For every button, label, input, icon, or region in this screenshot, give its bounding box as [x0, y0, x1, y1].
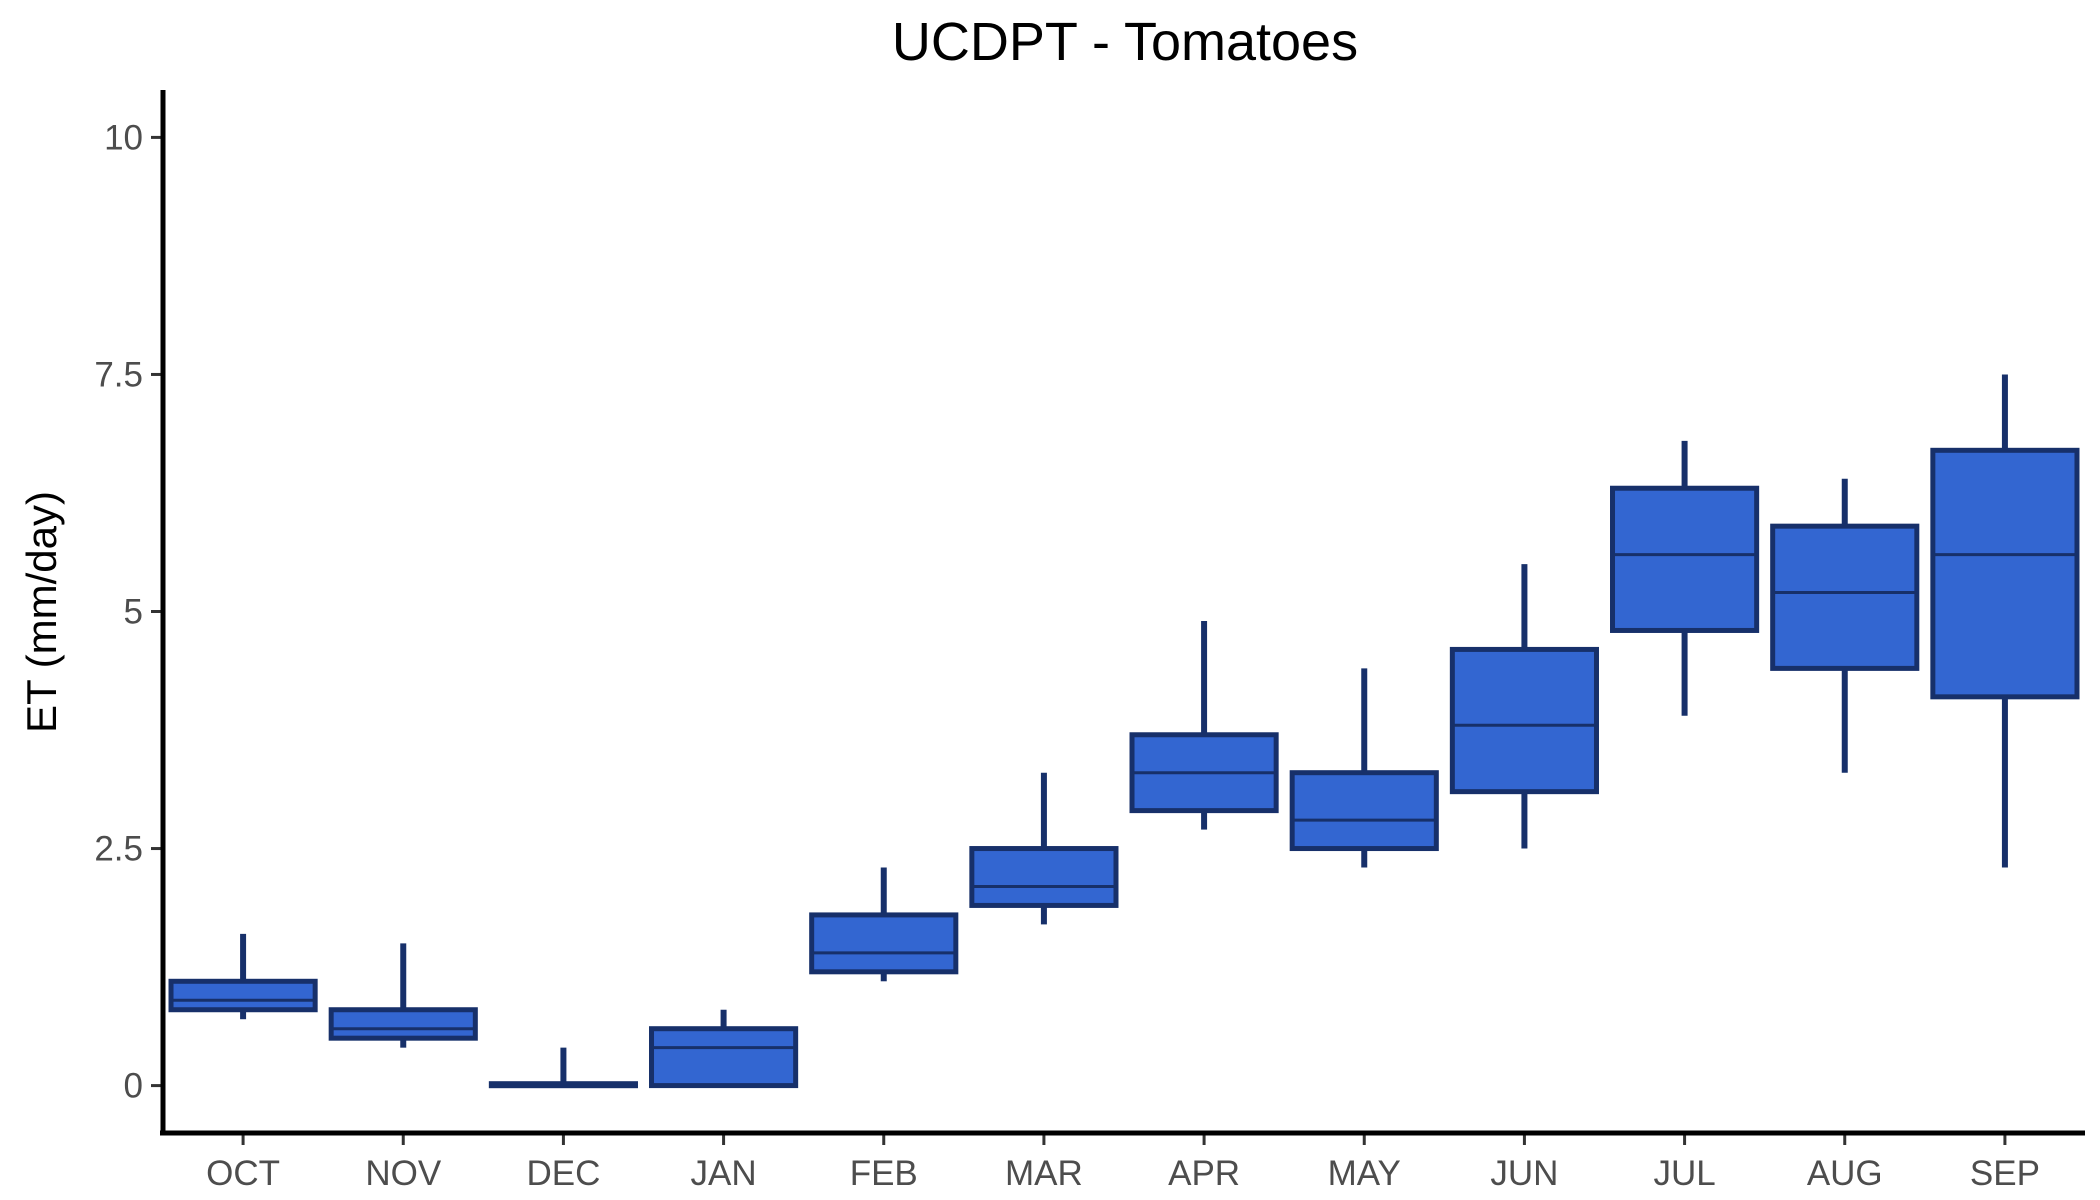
- x-tick-label: DEC: [526, 1154, 600, 1193]
- box-sep: [1930, 374, 2080, 868]
- box-rect: [1770, 523, 1920, 671]
- x-tick-label: APR: [1168, 1154, 1240, 1193]
- x-tick-label: MAR: [1005, 1154, 1083, 1193]
- box-apr: [1129, 620, 1279, 830]
- box-rect: [1289, 770, 1439, 852]
- box-jul: [1610, 440, 1760, 716]
- box-jan: [649, 1009, 799, 1089]
- y-axis-label: ET (mm/day): [18, 491, 65, 733]
- box-dec: [488, 1047, 638, 1089]
- box-rect: [328, 1007, 478, 1041]
- box-jun: [1449, 564, 1599, 849]
- boxes-layer: [168, 374, 2080, 1089]
- box-rect: [649, 1026, 799, 1089]
- chart-title: UCDPT - Tomatoes: [892, 12, 1358, 72]
- x-tick-label: NOV: [365, 1154, 442, 1193]
- x-tick-label: JUL: [1653, 1154, 1715, 1193]
- y-axis-ticks: 0 2.5 5 7.5 10: [94, 118, 163, 1106]
- x-tick-label: OCT: [206, 1154, 280, 1193]
- box-mar: [969, 772, 1119, 925]
- box-feb: [809, 867, 959, 982]
- box-rect: [809, 912, 959, 975]
- y-tick-label: 7.5: [94, 355, 143, 394]
- y-tick-label: 5: [124, 593, 143, 632]
- box-may: [1289, 668, 1439, 868]
- box-rect: [1930, 447, 2080, 700]
- y-tick-label: 0: [124, 1067, 143, 1106]
- x-axis-ticks: OCT NOV DEC JAN FEB MAR APR MAY JUN JUL AUG SEP: [206, 1133, 2040, 1193]
- x-tick-label: AUG: [1807, 1154, 1883, 1193]
- x-tick-label: SEP: [1970, 1154, 2040, 1193]
- box-rect: [1449, 646, 1599, 795]
- box-rect: [969, 846, 1119, 908]
- box-nov: [328, 943, 478, 1048]
- x-tick-label: FEB: [850, 1154, 918, 1193]
- x-tick-label: MAY: [1328, 1154, 1401, 1193]
- x-tick-label: JAN: [691, 1154, 757, 1193]
- box-aug: [1770, 478, 1920, 773]
- box-rect: [1610, 485, 1760, 633]
- y-tick-label: 10: [104, 118, 143, 157]
- box-oct: [168, 933, 318, 1020]
- y-tick-label: 2.5: [94, 830, 143, 869]
- x-tick-label: JUN: [1490, 1154, 1558, 1193]
- box-rect: [168, 978, 318, 1013]
